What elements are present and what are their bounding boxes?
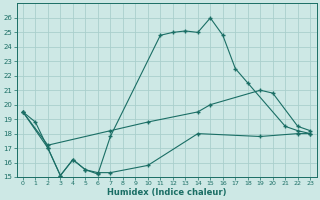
X-axis label: Humidex (Indice chaleur): Humidex (Indice chaleur) [107, 188, 226, 197]
